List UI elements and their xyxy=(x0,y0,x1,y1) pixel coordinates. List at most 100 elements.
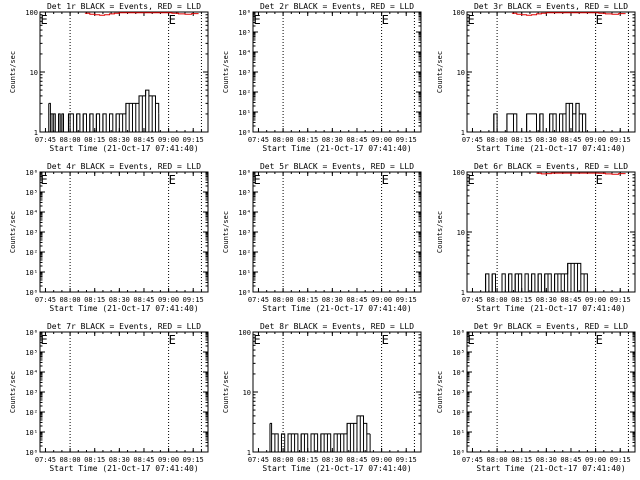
y-tick-label: 10 xyxy=(457,69,465,77)
x-tick-label: 07:45 xyxy=(462,456,483,464)
x-tick-label: 09:00 xyxy=(371,136,392,144)
panel-det-3r: Det 3r BLACK = Events, RED = LLD Start Ti… xyxy=(436,2,636,153)
x-tick-label: 08:00 xyxy=(60,296,81,304)
x-axis-label: Start Time (21-Oct-17 07:41:40) xyxy=(476,304,625,313)
x-axis-label: Start Time (21-Oct-17 07:41:40) xyxy=(262,304,411,313)
x-tick-label: 08:00 xyxy=(273,456,294,464)
x-tick-label: 08:30 xyxy=(109,456,130,464)
x-tick-label: 09:15 xyxy=(183,136,204,144)
y-tick-label: 100 xyxy=(452,9,465,17)
x-tick-label: 08:00 xyxy=(273,296,294,304)
y-axis-label: Counts/sec xyxy=(9,51,17,93)
events-series-line xyxy=(270,415,371,453)
y-tick-label: 10⁰ xyxy=(25,289,38,297)
panel-det-4r: Det 4r BLACK = Events, RED = LLD Start Ti… xyxy=(9,162,209,313)
lld-series-line xyxy=(536,172,626,175)
marker-e-top: E xyxy=(382,333,389,347)
x-tick-label: 08:30 xyxy=(322,456,343,464)
y-tick-label: 1 xyxy=(247,449,251,457)
x-tick-label: 08:45 xyxy=(560,136,581,144)
y-tick-label: 10² xyxy=(238,249,251,257)
y-tick-label: 10¹ xyxy=(452,429,465,437)
y-tick-label: 10⁵ xyxy=(238,189,251,197)
panel-title: Det 4r BLACK = Events, RED = LLD xyxy=(47,162,201,171)
y-tick-label: 10⁵ xyxy=(25,189,38,197)
x-tick-label: 09:15 xyxy=(396,456,417,464)
x-tick-label: 09:00 xyxy=(158,456,179,464)
y-axis-label: Counts/sec xyxy=(222,211,230,253)
x-tick-label: 07:45 xyxy=(248,136,269,144)
marker-e-top: E xyxy=(596,333,603,347)
y-tick-label: 10⁶ xyxy=(25,329,38,337)
marker-e-top: E xyxy=(468,333,475,347)
y-tick-label: 10³ xyxy=(238,229,251,237)
marker-e-top: E xyxy=(596,13,603,27)
y-tick-label: 10⁴ xyxy=(452,369,465,377)
y-tick-label: 100 xyxy=(25,9,38,17)
x-tick-label: 07:45 xyxy=(248,296,269,304)
plot-frame xyxy=(39,331,209,453)
y-axis-label: Counts/sec xyxy=(436,51,444,93)
y-tick-label: 10² xyxy=(238,89,251,97)
x-tick-label: 08:30 xyxy=(322,136,343,144)
marker-e-top: E xyxy=(254,13,261,27)
x-tick-label: 08:15 xyxy=(84,296,105,304)
panel-title: Det 7r BLACK = Events, RED = LLD xyxy=(47,322,201,331)
y-tick-label: 10⁰ xyxy=(238,289,251,297)
y-tick-label: 10⁵ xyxy=(25,349,38,357)
x-tick-label: 09:00 xyxy=(158,136,179,144)
y-tick-label: 10⁶ xyxy=(238,169,251,177)
x-tick-label: 08:15 xyxy=(511,296,532,304)
x-tick-label: 08:15 xyxy=(511,456,532,464)
y-tick-label: 10⁵ xyxy=(238,29,251,37)
panel-det-8r: Det 8r BLACK = Events, RED = LLD Start Ti… xyxy=(222,322,422,473)
marker-e-top: E xyxy=(596,173,603,187)
x-axis-label: Start Time (21-Oct-17 07:41:40) xyxy=(49,464,198,473)
y-tick-label: 10² xyxy=(452,409,465,417)
x-tick-label: 09:00 xyxy=(585,296,606,304)
y-tick-label: 10⁴ xyxy=(238,49,251,57)
marker-e-top: E xyxy=(468,13,475,27)
x-tick-label: 09:15 xyxy=(610,296,631,304)
x-tick-label: 09:00 xyxy=(158,296,179,304)
y-tick-label: 10¹ xyxy=(238,269,251,277)
x-tick-label: 08:00 xyxy=(487,456,508,464)
x-tick-label: 08:45 xyxy=(346,136,367,144)
x-tick-label: 08:45 xyxy=(560,296,581,304)
marker-e-top: E xyxy=(169,333,176,347)
panel-det-9r: Det 9r BLACK = Events, RED = LLD Start Ti… xyxy=(436,322,636,473)
y-axis-label: Counts/sec xyxy=(9,211,17,253)
y-tick-label: 10 xyxy=(457,229,465,237)
panel-det-5r: Det 5r BLACK = Events, RED = LLD Start Ti… xyxy=(222,162,422,313)
x-tick-label: 09:00 xyxy=(371,296,392,304)
x-tick-label: 07:45 xyxy=(35,296,56,304)
y-tick-label: 10³ xyxy=(452,389,465,397)
marker-e-top: E xyxy=(254,173,261,187)
x-tick-label: 09:00 xyxy=(371,456,392,464)
panel-title: Det 1r BLACK = Events, RED = LLD xyxy=(47,2,201,11)
x-tick-label: 08:30 xyxy=(536,296,557,304)
plot-frame xyxy=(252,171,422,293)
y-tick-label: 10³ xyxy=(238,69,251,77)
y-tick-label: 10⁰ xyxy=(238,129,251,137)
y-tick-label: 10⁵ xyxy=(452,349,465,357)
x-tick-label: 08:00 xyxy=(60,136,81,144)
y-axis-label: Counts/sec xyxy=(222,51,230,93)
marker-e-top: E xyxy=(41,173,48,187)
plot-frame xyxy=(466,331,636,453)
x-tick-label: 08:15 xyxy=(84,456,105,464)
x-tick-label: 08:30 xyxy=(536,136,557,144)
y-tick-label: 100 xyxy=(452,169,465,177)
y-tick-label: 10³ xyxy=(25,389,38,397)
y-tick-label: 10⁴ xyxy=(238,209,251,217)
x-tick-label: 08:45 xyxy=(346,296,367,304)
panel-det-7r: Det 7r BLACK = Events, RED = LLD Start Ti… xyxy=(9,322,209,473)
y-tick-label: 10⁴ xyxy=(25,369,38,377)
x-tick-label: 09:15 xyxy=(396,136,417,144)
x-tick-label: 08:45 xyxy=(133,456,154,464)
panel-title: Det 6r BLACK = Events, RED = LLD xyxy=(474,162,628,171)
x-tick-label: 09:00 xyxy=(585,456,606,464)
lld-series-line xyxy=(84,12,199,16)
marker-e-top: E xyxy=(382,173,389,187)
